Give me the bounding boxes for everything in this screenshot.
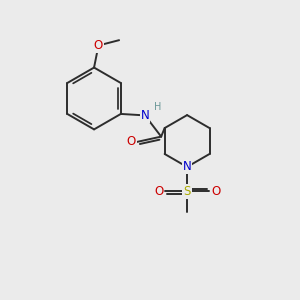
Text: O: O <box>127 135 136 148</box>
Text: S: S <box>183 184 191 198</box>
Text: N: N <box>183 160 191 173</box>
Text: O: O <box>154 184 163 198</box>
Text: O: O <box>211 184 220 198</box>
Text: O: O <box>94 39 103 52</box>
Text: N: N <box>141 109 149 122</box>
Text: H: H <box>154 102 161 112</box>
